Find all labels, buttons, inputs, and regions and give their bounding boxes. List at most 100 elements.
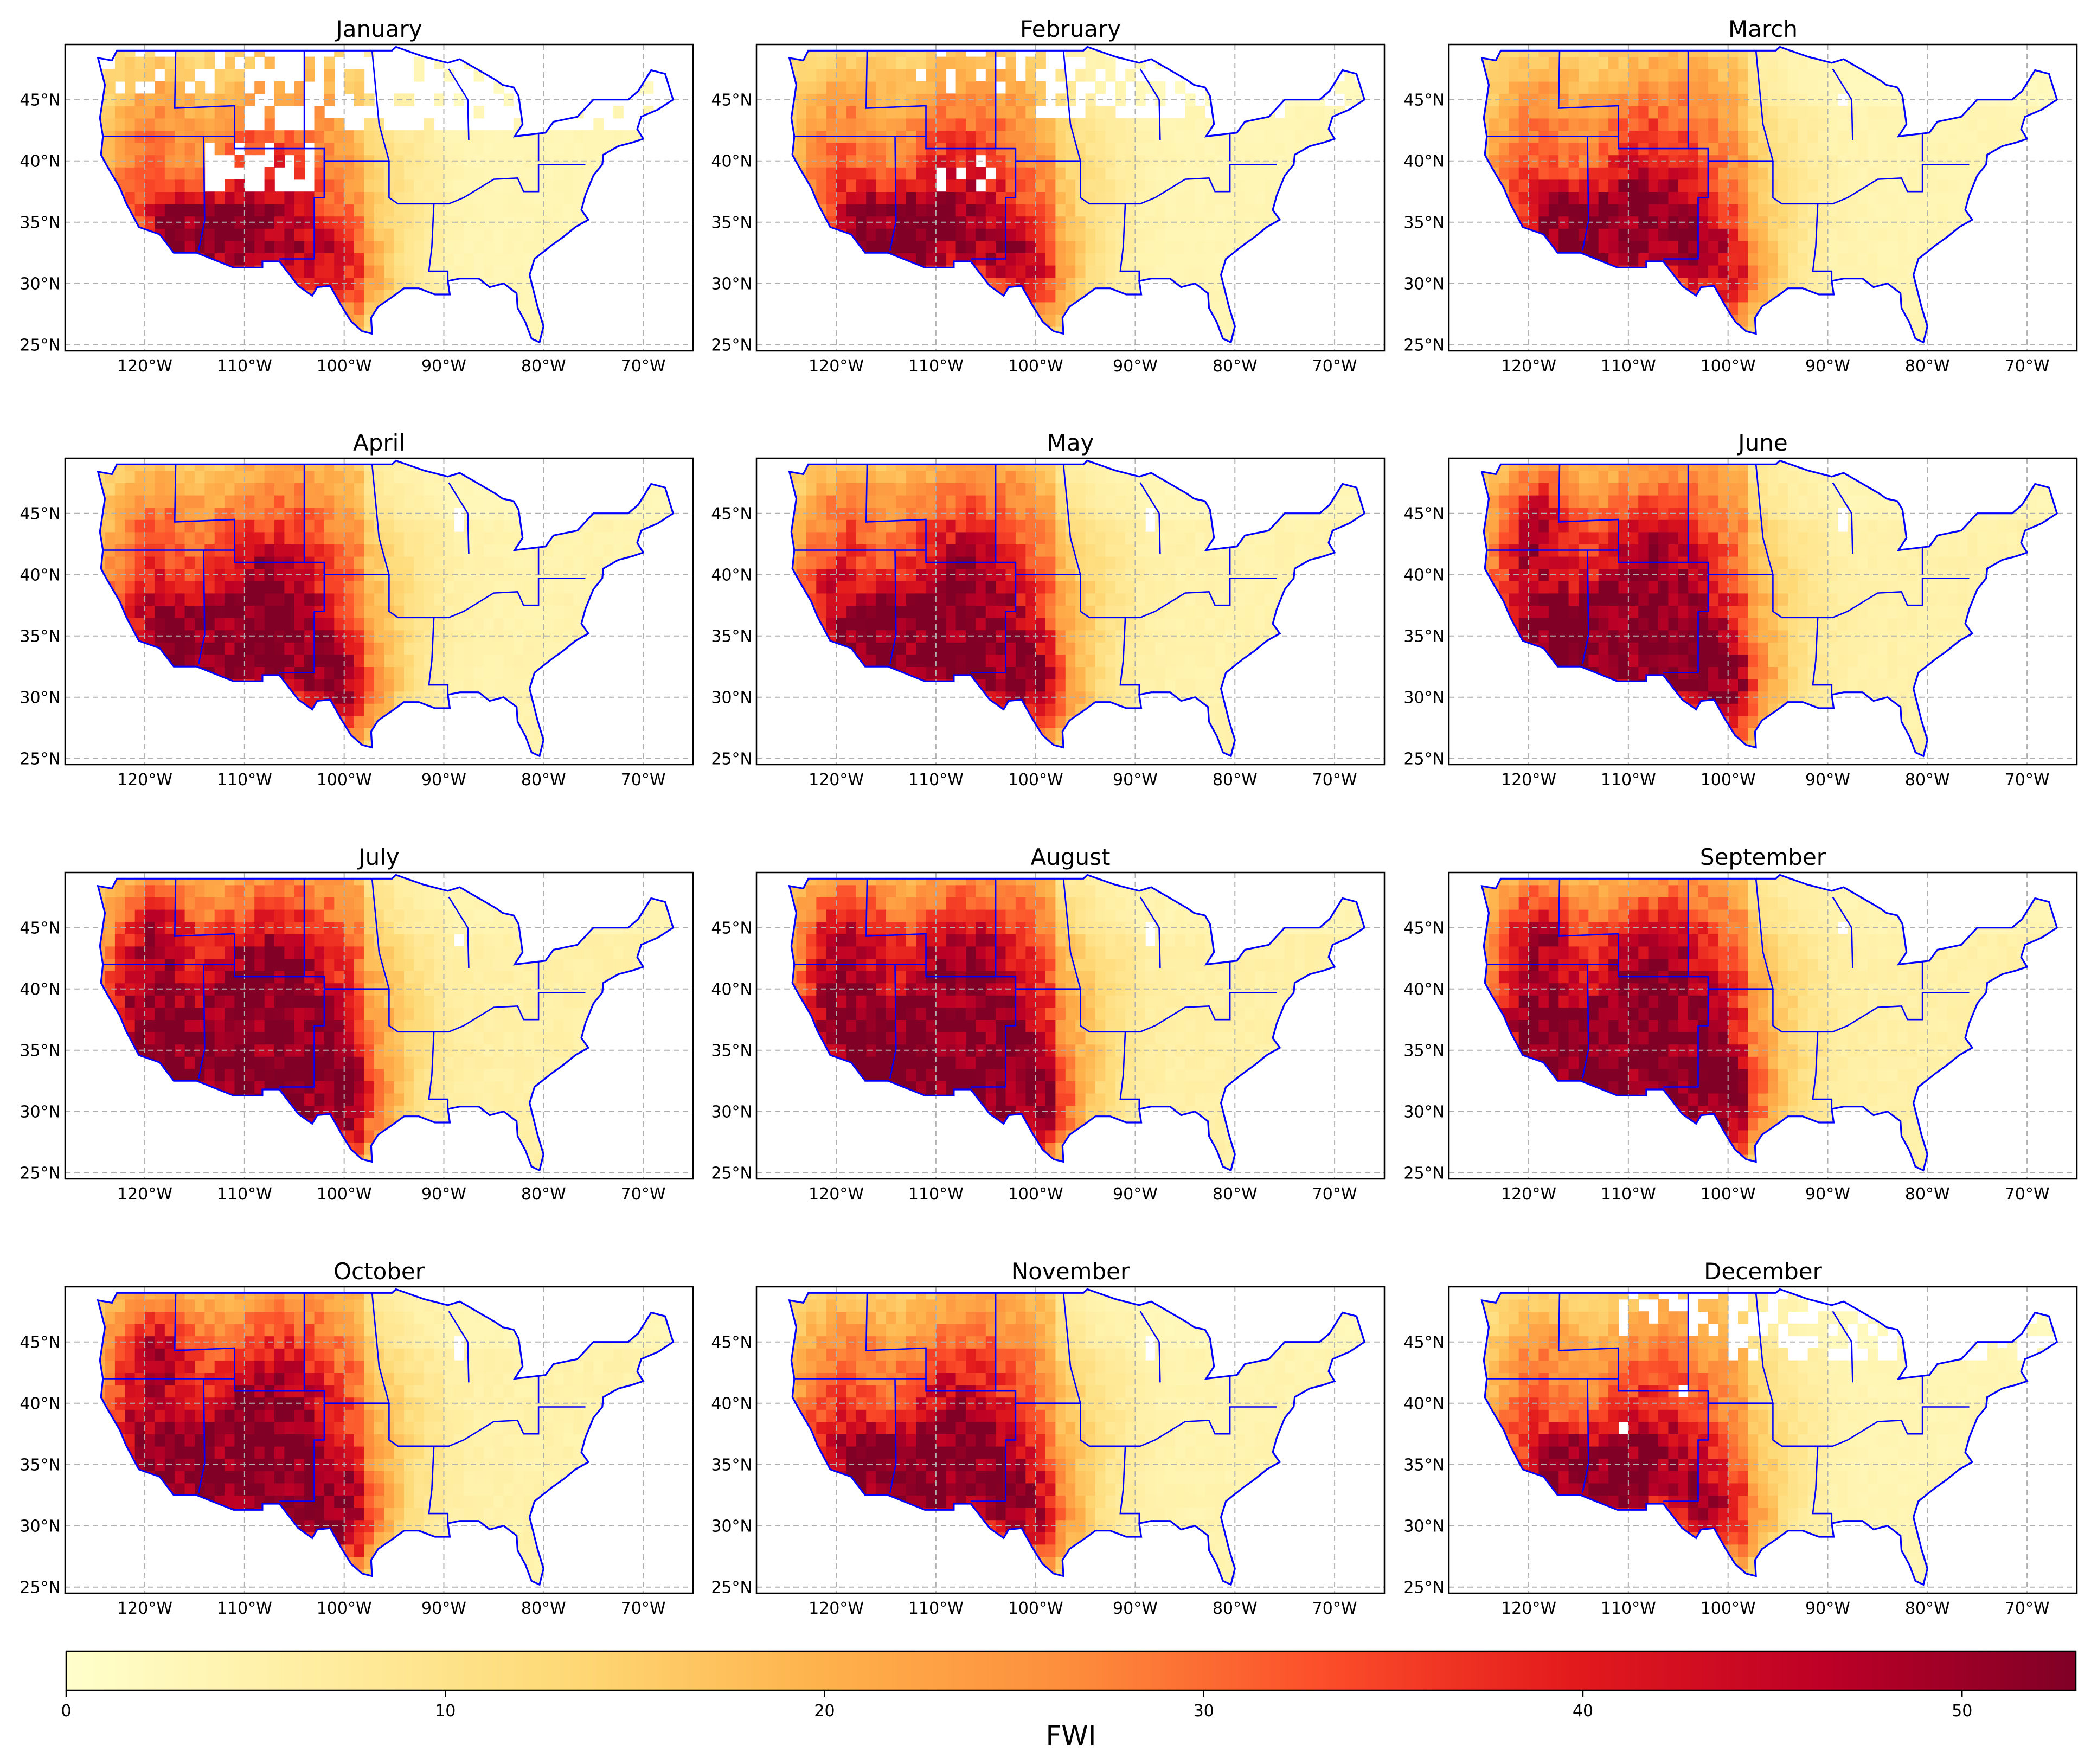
x-tick-label: 100°W <box>1008 357 1063 376</box>
x-tick-label: 80°W <box>1905 357 1950 376</box>
y-tick-label: 45°N <box>711 919 752 938</box>
x-tick-label: 100°W <box>1008 1185 1063 1204</box>
colorbar-tick-label: 30 <box>1194 1702 1214 1721</box>
region-boundary <box>1080 161 1140 281</box>
x-tick-label: 80°W <box>1905 1185 1950 1204</box>
map-panel-april: April 120°W 110°W 100°W 90°W 80°W 70°W 45°N 40°N… <box>20 429 694 790</box>
region-boundary <box>1832 482 1853 554</box>
x-tick-label: 70°W <box>2005 357 2050 376</box>
y-tick-label: 40°N <box>20 980 61 999</box>
map-panels: January 120°W 110°W 100°W 90°W 80°W 70°W 45°N 40… <box>20 16 2078 1618</box>
colorbar-tick-label: 10 <box>435 1702 456 1721</box>
colorbar-gradient <box>65 1650 2077 1691</box>
x-tick-label: 120°W <box>117 1599 172 1618</box>
x-tick-label: 100°W <box>1008 1599 1063 1618</box>
y-tick-label: 40°N <box>1403 566 1445 585</box>
region-boundary <box>889 964 897 1079</box>
x-tick-label: 90°W <box>1805 1599 1850 1618</box>
panel-frame <box>1448 457 2078 766</box>
colorbar-label: FWI <box>1046 1720 1096 1752</box>
map-panel-october: October 120°W 110°W 100°W 90°W 80°W 70°W 45°N 40… <box>20 1258 694 1618</box>
x-tick-label: 80°W <box>1213 357 1258 376</box>
region-boundary <box>174 50 235 137</box>
x-tick-label: 100°W <box>1701 357 1756 376</box>
panel-title: February <box>1020 16 1121 42</box>
region-boundary <box>1708 50 1774 162</box>
y-tick-label: 45°N <box>1403 919 1445 938</box>
y-tick-label: 35°N <box>711 214 752 233</box>
region-boundary <box>388 574 449 695</box>
x-tick-label: 80°W <box>1213 1599 1258 1618</box>
y-tick-label: 25°N <box>711 750 752 769</box>
us-outline <box>1480 459 2058 758</box>
y-tick-label: 30°N <box>20 689 61 708</box>
region-boundary <box>1832 1311 1853 1383</box>
x-tick-label: 70°W <box>2005 771 2050 790</box>
region-boundary <box>889 1378 897 1493</box>
y-tick-label: 45°N <box>20 919 61 938</box>
us-outline <box>97 1288 675 1586</box>
y-tick-label: 35°N <box>20 627 61 646</box>
y-tick-label: 45°N <box>20 1333 61 1352</box>
y-tick-label: 40°N <box>1403 980 1445 999</box>
region-boundary <box>1139 68 1161 140</box>
region-boundary <box>1832 68 1853 140</box>
region-boundary <box>1557 878 1619 965</box>
panel-frame <box>64 43 694 352</box>
region-boundary <box>1818 992 1970 1033</box>
map-panel-june: June 120°W 110°W 100°W 90°W 80°W 70°W 45°N 40°N 3… <box>1403 429 2078 790</box>
y-tick-label: 45°N <box>711 505 752 524</box>
x-tick-label: 80°W <box>1213 771 1258 790</box>
region-boundary <box>889 550 897 664</box>
y-tick-label: 25°N <box>1403 750 1445 769</box>
x-tick-label: 90°W <box>1113 1599 1158 1618</box>
y-tick-label: 25°N <box>711 1164 752 1183</box>
colorbar-tick-label: 40 <box>1573 1702 1593 1721</box>
region-boundary <box>448 1311 470 1383</box>
us-outline <box>97 46 675 344</box>
panel-title: April <box>353 429 405 456</box>
x-tick-label: 90°W <box>1113 357 1158 376</box>
y-tick-label: 25°N <box>1403 336 1445 355</box>
x-tick-label: 120°W <box>1501 1599 1556 1618</box>
x-tick-label: 80°W <box>1905 1599 1950 1618</box>
x-tick-label: 110°W <box>217 1185 272 1204</box>
x-tick-label: 110°W <box>908 1599 964 1618</box>
x-tick-label: 110°W <box>217 771 272 790</box>
region-boundary <box>865 878 927 965</box>
y-tick-label: 30°N <box>1403 1103 1445 1122</box>
region-boundary <box>1832 896 1853 968</box>
region-boundary <box>889 136 897 251</box>
region-boundary <box>1125 578 1277 619</box>
region-boundary <box>1080 989 1140 1109</box>
y-tick-label: 35°N <box>1403 627 1445 646</box>
gridlines <box>1449 458 2077 765</box>
x-tick-label: 110°W <box>908 357 964 376</box>
us-outline <box>1480 46 2058 344</box>
x-tick-label: 110°W <box>1601 1185 1656 1204</box>
region-boundary <box>1818 1406 1970 1447</box>
y-tick-label: 25°N <box>1403 1164 1445 1183</box>
region-boundary <box>198 136 206 251</box>
y-tick-label: 40°N <box>711 566 752 585</box>
region-boundary <box>1582 136 1589 251</box>
region-boundary <box>174 1293 235 1379</box>
x-tick-label: 110°W <box>217 1599 272 1618</box>
y-tick-label: 25°N <box>20 750 61 769</box>
x-tick-label: 100°W <box>1701 1599 1756 1618</box>
region-boundary <box>324 878 390 990</box>
y-tick-label: 30°N <box>20 1517 61 1536</box>
panel-title: November <box>1011 1258 1130 1285</box>
panel-title: July <box>357 844 400 870</box>
panel-title: August <box>1031 844 1111 870</box>
x-tick-label: 70°W <box>1312 1185 1357 1204</box>
map-panel-august: August 120°W 110°W 100°W 90°W 80°W 70°W 45°N 40°… <box>711 844 1386 1204</box>
x-tick-label: 100°W <box>1701 1185 1756 1204</box>
region-boundary <box>1818 578 1970 619</box>
region-boundary <box>1015 878 1082 990</box>
x-tick-label: 110°W <box>908 771 964 790</box>
y-tick-label: 35°N <box>711 1456 752 1475</box>
y-tick-label: 25°N <box>20 1579 61 1598</box>
x-tick-label: 120°W <box>1501 1185 1556 1204</box>
colorbar-tick-label: 20 <box>814 1702 835 1721</box>
